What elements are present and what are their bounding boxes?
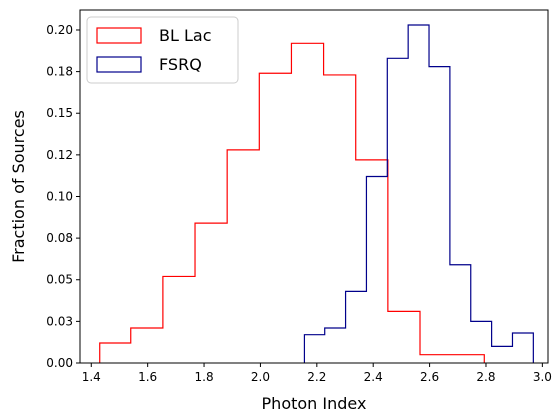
histogram-bin-bl-lac [163,276,195,363]
histogram-series-group [99,24,534,363]
x-tick-label: 2.4 [364,370,383,384]
histogram-bin-bl-lac [100,343,131,363]
histogram-bin-bl-lac [131,328,163,363]
histogram-bin-fsrq [325,328,346,363]
histogram-bin-fsrq [429,67,450,363]
x-tick-label: 2.6 [420,370,439,384]
histogram-bin-fsrq [366,177,387,363]
histogram-bin-bl-lac [291,43,323,363]
histogram-bin-bl-lac [420,355,452,363]
histogram-bin-fsrq [346,291,367,363]
y-tick-label: 0.08 [46,231,73,245]
y-tick-label: 0.12 [46,148,73,162]
histogram-bin-fsrq [304,335,324,363]
y-tick-label: 0.20 [46,23,73,37]
histogram-bin-fsrq [512,333,533,363]
plot-frame [79,9,549,364]
y-tick-label: 0.03 [46,314,73,328]
histogram-bin-fsrq [387,58,408,363]
histogram-bin-bl-lac [195,223,227,363]
y-tick-label: 0.18 [46,65,73,79]
histogram-bin-bl-lac [227,150,259,363]
legend-swatch-fsrq [96,56,142,73]
y-axis-label: Fraction of Sources [9,110,28,263]
legend-label-bl-lac: BL Lac [159,26,212,45]
legend-swatch-bl-lac [96,27,142,44]
histogram-bin-fsrq [492,346,513,363]
y-tick-label: 0.05 [46,273,73,287]
x-tick-label: 1.4 [82,370,101,384]
histogram-bin-bl-lac [259,73,291,363]
histogram-bin-bl-lac [388,311,420,363]
histogram-bin-fsrq [450,265,471,363]
histogram-bin-fsrq [408,25,429,363]
legend-label-fsrq: FSRQ [159,55,202,74]
x-axis-ticks: 1.4 1.6 1.8 2.0 2.2 2.4 2.6 2.8 3.0 [82,363,552,384]
x-axis-label: Photon Index [262,394,367,413]
histogram-outline-bl-lac [99,42,485,363]
y-tick-label: 0.15 [46,106,73,120]
x-tick-label: 1.6 [138,370,157,384]
histogram-bin-bl-lac [452,355,484,363]
histogram-bin-bl-lac [356,160,388,363]
x-tick-label: 3.0 [533,370,552,384]
y-tick-label: 0.10 [46,189,73,203]
x-tick-label: 2.8 [476,370,495,384]
legend-box [86,16,239,84]
legend: BL Lac FSRQ [86,16,239,84]
x-tick-label: 2.2 [307,370,326,384]
x-tick-label: 1.8 [195,370,214,384]
histogram-bin-fsrq [471,321,492,363]
histogram-outline-fsrq [303,24,534,363]
y-axis-ticks: 0.00 0.03 0.05 0.08 0.10 0.12 0.15 0.18 0.20 [46,23,80,370]
x-tick-label: 2.0 [251,370,270,384]
y-tick-label: 0.00 [46,356,73,370]
histogram-bin-bl-lac [324,75,356,363]
